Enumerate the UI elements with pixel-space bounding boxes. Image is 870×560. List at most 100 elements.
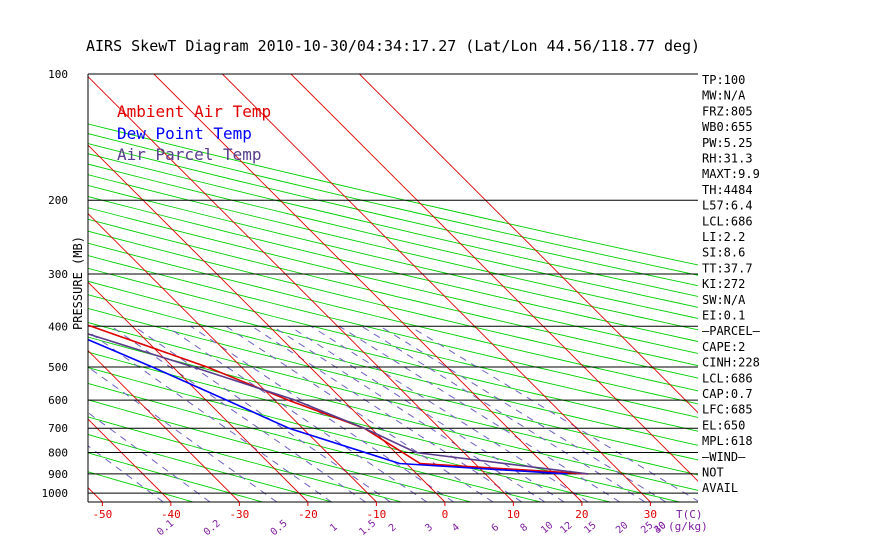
dry-adiabat-line <box>88 307 698 461</box>
stability-index-text: LCL:686 <box>702 214 753 228</box>
mixing-ratio-line <box>272 325 546 502</box>
stability-index-text: CAPE:2 <box>702 340 745 354</box>
ambient-temp-line <box>88 324 589 475</box>
mixing-ratio-lines <box>88 325 698 502</box>
isotherm-line <box>88 418 172 502</box>
stability-index-text: WB0:655 <box>702 120 753 134</box>
bottom-tick-label: -50 <box>92 508 112 521</box>
mixing-ratio-line <box>289 325 565 502</box>
mixing-ratio-line <box>251 325 523 502</box>
mixing-ratio-line <box>225 325 494 502</box>
isotherm-line <box>359 74 698 414</box>
dry-adiabat-line <box>88 471 194 502</box>
isotherm-line <box>88 212 377 502</box>
isotherm-line <box>290 74 698 482</box>
dry-adiabat-line <box>88 367 611 502</box>
legend-dew-point: Dew Point Temp <box>117 124 252 143</box>
stability-index-text: MAXT:9.9 <box>702 167 760 181</box>
stability-index-text: LCL:686 <box>702 371 753 385</box>
mixing-ratio-label: 3 <box>423 522 435 534</box>
stability-index-text: EL:650 <box>702 418 745 432</box>
mixing-ratio-line <box>166 325 428 502</box>
stability-index-text: L57:6.4 <box>702 199 753 213</box>
dry-adiabat-line <box>88 294 698 446</box>
stability-index-text: TP:100 <box>702 73 745 87</box>
dry-adiabat-line <box>88 218 698 367</box>
dry-adiabat-line <box>88 230 698 379</box>
stability-index-text: CAP:0.7 <box>702 387 753 401</box>
isotherm-line <box>153 74 583 502</box>
air-parcel-line <box>88 333 589 475</box>
profile-series <box>88 324 589 475</box>
bottom-tick-label: -20 <box>298 508 318 521</box>
pressure-tick-label: 900 <box>48 468 68 481</box>
stability-index-text: NOT <box>702 466 724 480</box>
stability-index-text: TH:4484 <box>702 183 753 197</box>
stability-index-text: MPL:618 <box>702 434 753 448</box>
stability-index-text: SW:N/A <box>702 293 746 307</box>
stability-index-text: FRZ:805 <box>702 104 753 118</box>
mixing-ratio-label: 4 <box>450 522 462 534</box>
pressure-tick-label: 600 <box>48 394 68 407</box>
bottom-tick-label: -10 <box>366 508 386 521</box>
dry-adiabat-line <box>88 196 698 342</box>
dry-adiabat-line <box>88 452 263 502</box>
stability-index-text: CINH:228 <box>702 356 760 370</box>
stability-index-text: —PARCEL— <box>702 324 761 338</box>
bottom-tick-label: 0 <box>442 508 449 521</box>
dry-adiabat-line <box>88 207 698 354</box>
dry-adiabat-line <box>88 184 698 331</box>
dry-adiabat-line <box>88 143 698 287</box>
dry-adiabat-line <box>88 434 333 502</box>
mixing-ratio-label: 1 <box>328 522 340 534</box>
dry-adiabat-line <box>88 382 541 502</box>
mixing-ratio-line <box>379 325 667 502</box>
stability-index-text: LI:2.2 <box>702 230 745 244</box>
isotherm-line <box>88 349 240 502</box>
mixing-ratio-line <box>409 325 698 502</box>
dry-adiabat-line <box>88 280 698 432</box>
bottom-tick-label: -40 <box>161 508 181 521</box>
stability-index-text: LFC:685 <box>702 403 753 417</box>
y-axis-label: PRESSURE (MB) <box>71 236 85 330</box>
mixing-ratio-unit-label: (g/kg) <box>668 520 708 533</box>
pressure-tick-label: 300 <box>48 268 68 281</box>
dry-adiabat-line <box>88 399 472 502</box>
dry-adiabats <box>88 123 698 502</box>
stability-index-text: AVAIL <box>702 481 738 495</box>
pressure-tick-label: 1000 <box>42 487 69 500</box>
mixing-ratio-label: 2 <box>387 522 399 534</box>
dry-adiabat-line <box>88 267 698 418</box>
dry-adiabat-line <box>88 242 698 392</box>
legend-air-parcel: Air Parcel Temp <box>117 145 262 164</box>
legend-ambient-temp: Ambient Air Temp <box>117 102 271 121</box>
mixing-ratio-label: 6 <box>490 522 502 534</box>
stability-index-text: EI:0.1 <box>702 309 745 323</box>
axis-ticks: -120-110-100-90-80-70-60-50-40-50-40-30-… <box>42 68 669 538</box>
stability-index-text: PW:5.25 <box>702 136 753 150</box>
isotherm-line <box>88 281 309 502</box>
stability-index-text: RH:31.3 <box>702 152 753 166</box>
dew-point-line <box>88 338 568 475</box>
mixing-ratio-label: 8 <box>518 522 530 534</box>
mixing-ratio-line <box>361 325 646 502</box>
dry-adiabat-line <box>88 133 698 276</box>
bottom-tick-label: 10 <box>507 508 520 521</box>
legend: Ambient Air Temp Dew Point Temp Air Parc… <box>117 102 271 164</box>
stability-index-text: KI:272 <box>702 277 745 291</box>
pressure-tick-label: 500 <box>48 361 68 374</box>
stability-index-text: MW:N/A <box>702 89 746 103</box>
mixing-ratio-line <box>88 412 211 502</box>
bottom-tick-label: -30 <box>229 508 249 521</box>
bottom-tick-label: 30 <box>644 508 657 521</box>
bottom-tick-label: 20 <box>575 508 588 521</box>
isotherm-line <box>88 75 514 502</box>
pressure-tick-label: 200 <box>48 194 68 207</box>
pressure-tick-label: 800 <box>48 447 68 460</box>
stability-index-text: —WIND— <box>702 450 746 464</box>
dry-adiabat-line <box>88 163 698 308</box>
mixing-ratio-line <box>190 325 454 502</box>
